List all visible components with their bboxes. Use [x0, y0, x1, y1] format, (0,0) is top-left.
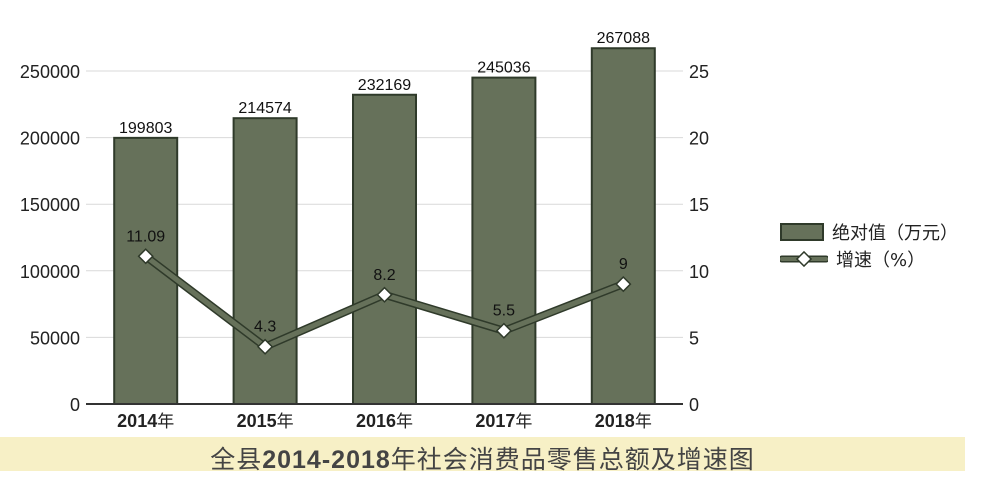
chart-caption: 全县2014-2018年社会消费品零售总额及增速图 — [0, 440, 965, 476]
y-left-tick-label: 0 — [70, 395, 80, 415]
caption-years: 2014-2018 — [262, 446, 391, 474]
y-right-tick-label: 5 — [689, 328, 699, 348]
line-point — [615, 275, 632, 293]
y-left-tick-label: 200000 — [20, 129, 80, 149]
y-right-tick-label: 15 — [689, 195, 709, 215]
caption-band — [0, 437, 965, 471]
line-point — [256, 338, 274, 355]
legend-bar-swatch — [780, 223, 824, 241]
legend-line-label: 增速（%） — [836, 250, 926, 271]
line-value-label: 9 — [619, 256, 628, 273]
y-left-tick-label: 250000 — [20, 62, 80, 82]
x-tick-label: 2014年 — [117, 411, 174, 432]
y-right-tick-label: 20 — [689, 129, 709, 149]
bar — [471, 76, 537, 405]
y-left-tick-label: 50000 — [30, 328, 80, 348]
line-value-label: 4.3 — [254, 319, 276, 336]
bar — [232, 117, 298, 405]
x-tick-label: 2018年 — [595, 411, 652, 432]
line-value-label: 5.5 — [493, 303, 515, 320]
bar — [590, 47, 656, 406]
y-left-tick-label: 150000 — [20, 195, 80, 215]
caption-suffix: 年社会消费品零售总额及增速图 — [390, 445, 755, 474]
y-right-tick-label: 25 — [689, 62, 709, 82]
bar-value-label: 267088 — [597, 30, 650, 47]
line-point — [137, 248, 154, 265]
line-value-label: 8.2 — [373, 267, 395, 284]
x-tick-label: 2017年 — [475, 411, 532, 432]
line-point — [495, 322, 513, 339]
y-right-tick-label: 0 — [689, 395, 699, 415]
legend-item-line: 增速（%） — [780, 246, 925, 272]
x-tick-label: 2015年 — [237, 411, 294, 432]
bar-value-label: 199803 — [119, 120, 172, 137]
y-left-tick-label: 100000 — [20, 262, 80, 282]
bar-value-label: 245036 — [477, 60, 530, 77]
caption-prefix: 全县 — [210, 445, 263, 474]
y-right-tick-label: 10 — [689, 262, 709, 282]
line-point — [376, 286, 393, 303]
x-tick-label: 2016年 — [356, 411, 413, 432]
legend-line-swatch — [780, 250, 828, 268]
bar-value-label: 232169 — [358, 77, 411, 94]
bar-value-label: 214574 — [238, 100, 291, 117]
line-value-label: 11.09 — [126, 228, 165, 245]
legend-bar-label: 绝对值（万元） — [832, 223, 958, 244]
bar — [352, 93, 417, 406]
legend-item-bar: 绝对值（万元） — [780, 219, 958, 245]
